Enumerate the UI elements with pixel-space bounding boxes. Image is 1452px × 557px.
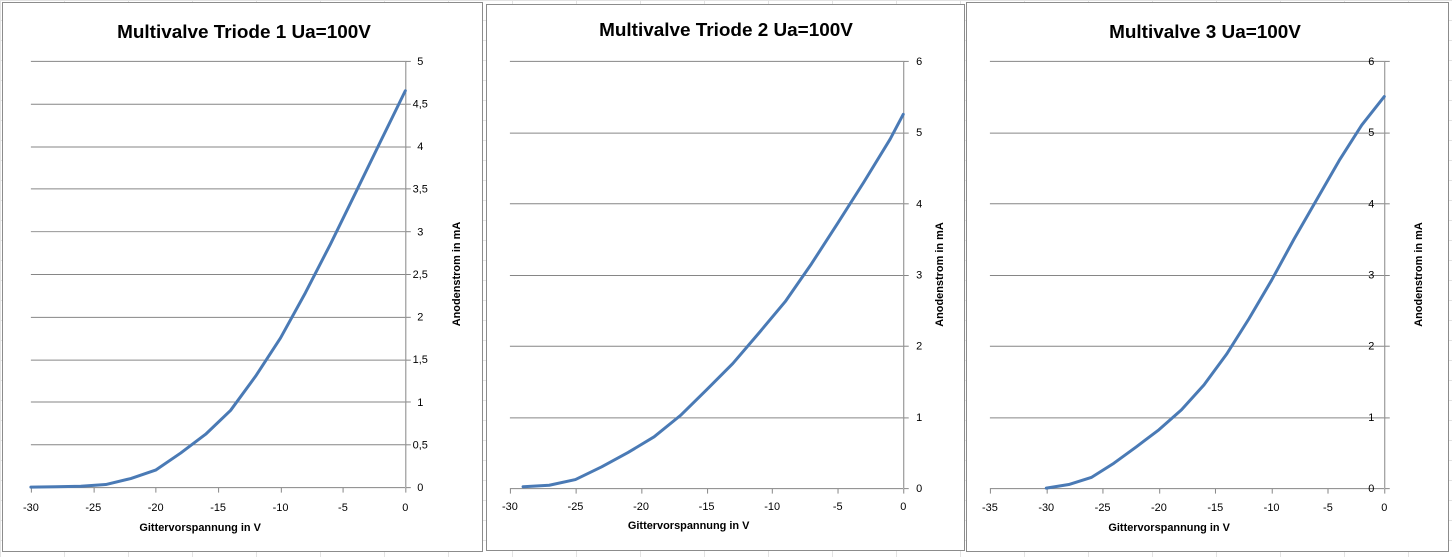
y-tick-label-4: 4 [1368, 198, 1374, 210]
y-tick-label-4: 2 [417, 312, 423, 324]
y-tick-label-3: 1,5 [413, 354, 428, 366]
y-tick-label-3: 3 [916, 269, 922, 281]
y-tick-label-2: 1 [417, 397, 423, 409]
y-tick-label-2: 2 [916, 341, 922, 353]
x-tick-label-4: -10 [273, 502, 289, 514]
x-tick-label-1: -25 [568, 501, 584, 513]
y-tick-label-5: 5 [916, 127, 922, 139]
chart-triode-2-svg: -30 -25 -20 -15 -10 -5 00 1 2 3 4 5 6 Multivalve Trio… [502, 20, 946, 532]
y-tick-label-7: 3,5 [413, 184, 428, 196]
x-axis-title: Gittervorspannung in V [139, 522, 261, 534]
x-tick-label-1: -25 [85, 502, 101, 514]
y-tick-label-2: 2 [1368, 341, 1374, 353]
x-tick-label-0: -35 [982, 502, 998, 514]
x-tick-label-6: -5 [1323, 502, 1333, 514]
series-line-0 [29, 89, 407, 489]
chart-multivalve-3-svg: -35 -30 -25 -20 -15 -10 -5 00 1 2 3 4 5 6 Multivalve 3… [982, 22, 1425, 534]
y-tick-label-4: 4 [916, 198, 922, 210]
x-tick-label-5: -5 [833, 501, 843, 513]
x-tick-label-4: -10 [764, 501, 780, 513]
chart-triode-1-svg: -30 -25 -20 -15 -10 -5 00 0,5 1 1,5 2 2,5 3 3,5 4 4,5 5 M… [23, 22, 463, 534]
x-tick-label-1: -30 [1038, 502, 1054, 514]
x-axis-title: Gittervorspannung in V [1108, 522, 1230, 534]
y-tick-label-9: 4,5 [413, 99, 428, 111]
x-tick-label-2: -20 [148, 502, 164, 514]
chart-triode-1[interactable]: -30 -25 -20 -15 -10 -5 0 0 0,5 1 1,5 2 2,5 3 3,5 4 4,5 5 M… [2, 2, 483, 552]
y-tick-label-1: 1 [916, 412, 922, 424]
y-tick-label-1: 0,5 [413, 439, 428, 451]
y-tick-label-0: 0 [916, 483, 922, 495]
series-line-0 [1044, 95, 1386, 490]
x-tick-label-3: -20 [1151, 502, 1167, 514]
x-tick-label-5: -10 [1264, 502, 1280, 514]
x-tick-label-2: -20 [633, 501, 649, 513]
y-tick-label-1: 1 [1368, 412, 1374, 424]
x-tick-label-3: -15 [210, 502, 226, 514]
chart-title: Multivalve 3 Ua=100V [1109, 22, 1301, 43]
x-tick-label-0: -30 [23, 502, 39, 514]
y-tick-label-5: 5 [1368, 127, 1374, 139]
x-tick-label-2: -25 [1095, 502, 1111, 514]
x-tick-label-6: 0 [900, 501, 906, 513]
x-tick-label-6: 0 [402, 502, 408, 514]
x-axis-title: Gittervorspannung in V [628, 520, 750, 532]
chart-multivalve-3[interactable]: -35 -30 -25 -20 -15 -10 -5 0 0 1 2 3 4 5 6 Multivalve 3… [966, 2, 1449, 552]
y-tick-label-6: 6 [1368, 56, 1374, 68]
y-tick-label-6: 6 [916, 56, 922, 68]
y-axis-title: Anodenstrom in mA [1413, 222, 1425, 327]
x-tick-label-7: 0 [1381, 502, 1387, 514]
y-tick-label-8: 4 [417, 141, 423, 153]
y-tick-label-5: 2,5 [413, 269, 428, 281]
y-tick-label-10: 5 [417, 56, 423, 68]
chart-title: Multivalve Triode 1 Ua=100V [117, 22, 371, 43]
series-line-0 [521, 112, 905, 489]
y-tick-label-3: 3 [1368, 269, 1374, 281]
chart-triode-2[interactable]: -30 -25 -20 -15 -10 -5 0 0 1 2 3 4 5 6 Multivalve Trio… [486, 4, 965, 551]
y-tick-label-0: 0 [417, 482, 423, 494]
y-tick-label-0: 0 [1368, 483, 1374, 495]
y-axis-title: Anodenstrom in mA [451, 222, 463, 327]
x-tick-label-0: -30 [502, 501, 518, 513]
x-tick-label-5: -5 [338, 502, 348, 514]
x-tick-label-3: -15 [699, 501, 715, 513]
y-axis-title: Anodenstrom in mA [934, 222, 946, 327]
y-tick-label-6: 3 [417, 226, 423, 238]
x-tick-label-4: -15 [1207, 502, 1223, 514]
chart-title: Multivalve Triode 2 Ua=100V [599, 20, 853, 41]
